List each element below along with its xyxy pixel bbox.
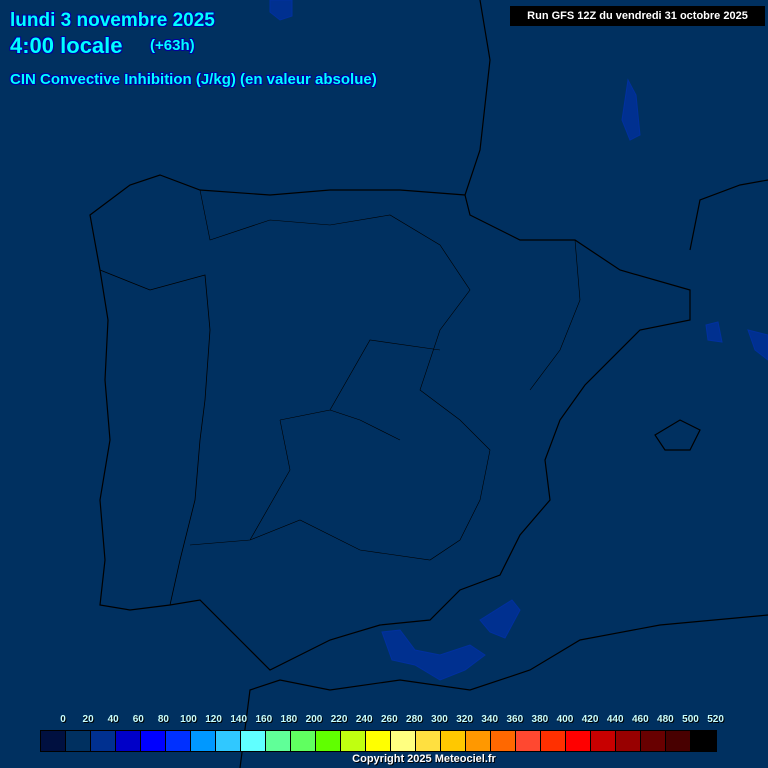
legend-label: 80 bbox=[157, 714, 169, 725]
legend-label: 140 bbox=[230, 714, 248, 725]
legend-label: 340 bbox=[481, 714, 499, 725]
legend-swatch bbox=[166, 731, 191, 751]
legend-swatch bbox=[666, 731, 691, 751]
legend-label: 240 bbox=[355, 714, 373, 725]
border-portugal bbox=[99, 269, 211, 606]
model-run-label: Run GFS 12Z du vendredi 31 octobre 2025 bbox=[510, 6, 765, 26]
legend-label: 300 bbox=[431, 714, 448, 725]
legend-swatch bbox=[141, 731, 166, 751]
legend-swatch bbox=[416, 731, 441, 751]
legend-label: 0 bbox=[60, 714, 66, 725]
copyright: Copyright 2025 Meteociel.fr bbox=[352, 753, 496, 765]
legend-swatch bbox=[41, 731, 66, 751]
legend-label: 380 bbox=[531, 714, 549, 725]
legend-label: 460 bbox=[631, 714, 649, 725]
legend-swatch bbox=[641, 731, 666, 751]
legend-label: 60 bbox=[132, 714, 144, 725]
legend-label: 420 bbox=[581, 714, 599, 725]
legend-label: 320 bbox=[456, 714, 473, 725]
coastline-africa bbox=[239, 614, 768, 768]
legend-swatch bbox=[616, 731, 641, 751]
legend-swatch bbox=[491, 731, 516, 751]
legend-swatch bbox=[316, 731, 341, 751]
cin-area-algeria bbox=[479, 599, 521, 639]
legend-label: 120 bbox=[205, 714, 222, 725]
legend-label: 40 bbox=[107, 714, 119, 725]
forecast-date: lundi 3 novembre 2025 bbox=[10, 10, 215, 31]
legend-label: 480 bbox=[657, 714, 674, 725]
forecast-time: 4:00 locale bbox=[10, 33, 123, 58]
legend-swatch bbox=[241, 731, 266, 751]
color-legend bbox=[40, 730, 717, 752]
legend-swatch bbox=[391, 731, 416, 751]
legend-label: 200 bbox=[305, 714, 323, 725]
legend-label: 500 bbox=[682, 714, 699, 725]
legend-swatch bbox=[91, 731, 116, 751]
legend-label: 20 bbox=[82, 714, 94, 725]
coastline-france bbox=[464, 0, 768, 251]
legend-swatch bbox=[216, 731, 241, 751]
cin-area-alboran bbox=[381, 629, 486, 681]
legend-labels: 0 20 40 60 80 100 120 140 160 180 200 220 240 260 280 3… bbox=[40, 714, 730, 728]
parameter-title: CIN Convective Inhibition (J/kg) (en val… bbox=[10, 71, 377, 88]
legend-label: 400 bbox=[556, 714, 574, 725]
legend-swatch bbox=[191, 731, 216, 751]
legend-label: 520 bbox=[707, 714, 724, 725]
legend-swatch bbox=[291, 731, 316, 751]
legend-swatch bbox=[366, 731, 391, 751]
cin-area-sardinia bbox=[747, 329, 768, 361]
cin-area-balearic-east bbox=[621, 78, 641, 141]
legend-swatch bbox=[341, 731, 366, 751]
coastline-iberia bbox=[89, 174, 691, 671]
legend-swatch bbox=[691, 731, 716, 751]
legend-swatch bbox=[541, 731, 566, 751]
legend-label: 260 bbox=[380, 714, 398, 725]
legend-label: 100 bbox=[180, 714, 197, 725]
coastline-mallorca bbox=[654, 419, 701, 451]
legend-label: 220 bbox=[330, 714, 348, 725]
legend-swatch bbox=[66, 731, 91, 751]
legend-swatch bbox=[441, 731, 466, 751]
legend-swatch bbox=[566, 731, 591, 751]
legend-swatch bbox=[591, 731, 616, 751]
legend-label: 280 bbox=[406, 714, 423, 725]
legend-swatch bbox=[266, 731, 291, 751]
legend-label: 440 bbox=[606, 714, 624, 725]
legend-swatch bbox=[116, 731, 141, 751]
forecast-lead-time: (+63h) bbox=[150, 37, 195, 54]
regional-borders bbox=[189, 189, 581, 561]
legend-label: 160 bbox=[255, 714, 273, 725]
legend-label: 180 bbox=[280, 714, 298, 725]
legend-label: 360 bbox=[506, 714, 524, 725]
legend-swatch bbox=[466, 731, 491, 751]
legend-swatch bbox=[516, 731, 541, 751]
cin-area-small bbox=[705, 321, 723, 343]
cin-area-north bbox=[269, 0, 293, 21]
